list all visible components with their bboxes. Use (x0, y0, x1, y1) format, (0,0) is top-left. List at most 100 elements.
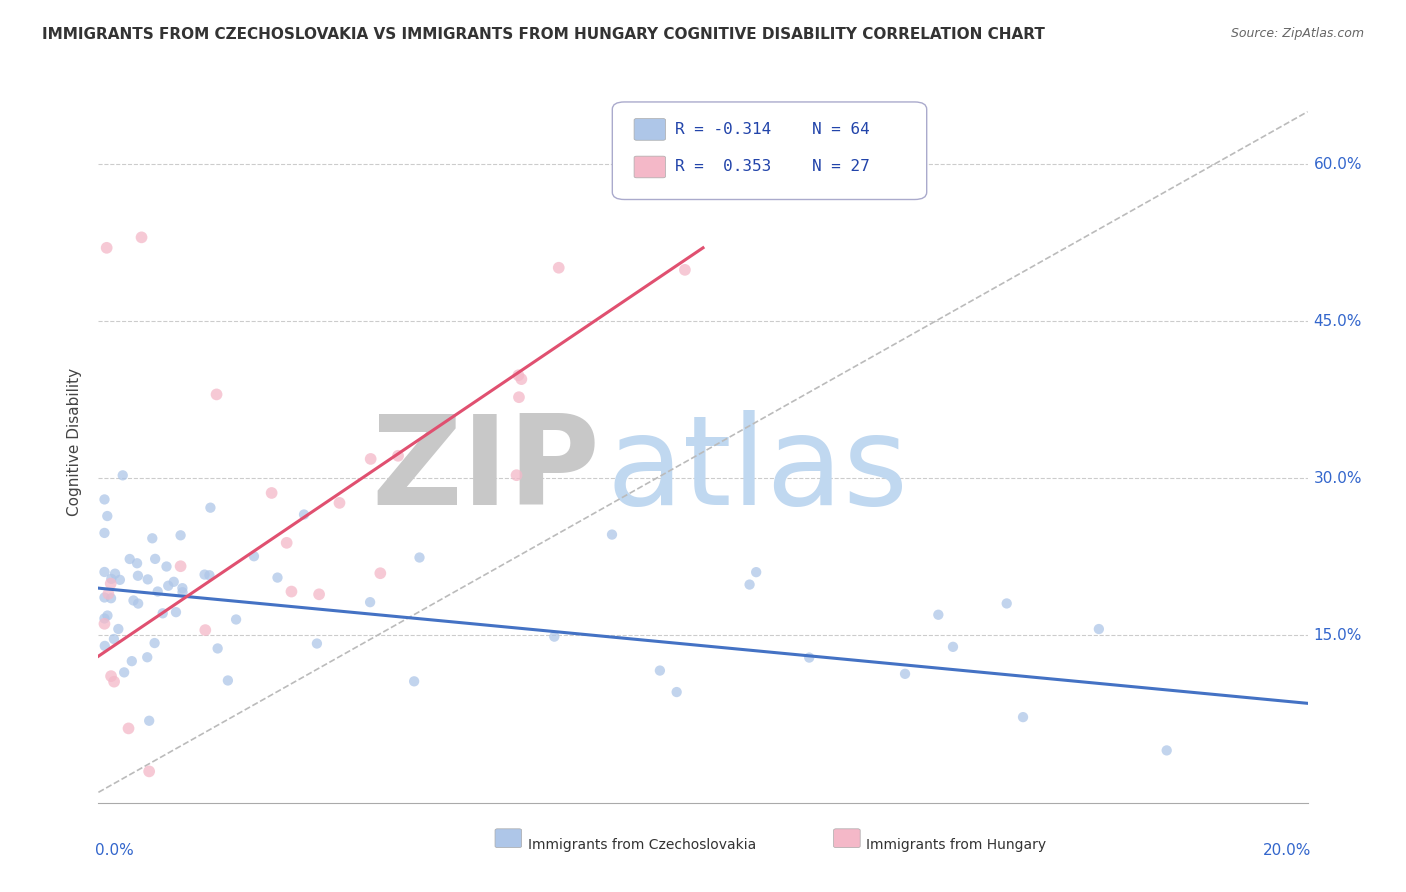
Text: 60.0%: 60.0% (1313, 157, 1362, 171)
Point (94, 639, 117, 653)
Point (125, 556, 148, 570)
Text: 0.0%: 0.0% (94, 843, 134, 857)
Point (276, 536, 298, 550)
Point (93, 591, 115, 605)
Text: N = 27: N = 27 (811, 160, 869, 175)
Point (155, 559, 177, 574)
Text: Immigrants from Czechoslovakia: Immigrants from Czechoslovakia (527, 838, 756, 852)
Point (172, 585, 194, 599)
Point (280, 584, 302, 599)
Point (143, 636, 166, 650)
Point (169, 559, 191, 574)
Point (217, 673, 239, 688)
Point (745, 565, 768, 579)
Point (104, 566, 127, 581)
Point (163, 574, 186, 589)
Point (404, 674, 426, 689)
Point (97, 587, 120, 601)
Point (136, 650, 159, 665)
Text: atlas: atlas (606, 410, 908, 531)
Point (508, 390, 530, 404)
Text: 45.0%: 45.0% (1313, 314, 1362, 328)
FancyBboxPatch shape (634, 156, 665, 178)
Point (138, 714, 160, 728)
Point (243, 549, 266, 564)
Text: 30.0%: 30.0% (1313, 471, 1362, 485)
Point (93, 492, 115, 507)
Point (1088, 622, 1111, 636)
Point (266, 571, 288, 585)
Point (308, 587, 330, 601)
Point (136, 573, 159, 587)
Point (93, 565, 115, 579)
Point (508, 368, 530, 383)
FancyBboxPatch shape (634, 119, 665, 140)
Point (198, 568, 221, 582)
Point (172, 581, 194, 595)
Point (127, 597, 149, 611)
Point (927, 607, 949, 622)
Point (93, 611, 115, 625)
Point (359, 595, 381, 609)
Point (738, 577, 761, 591)
Point (547, 260, 569, 275)
Point (673, 263, 696, 277)
Point (600, 527, 623, 541)
Point (96, 608, 118, 623)
Point (260, 486, 283, 500)
Point (157, 579, 180, 593)
Point (207, 641, 229, 656)
Point (408, 550, 430, 565)
Point (205, 387, 228, 401)
Point (141, 531, 163, 545)
FancyBboxPatch shape (613, 102, 927, 200)
Text: R =  0.353: R = 0.353 (675, 160, 772, 175)
Point (100, 591, 122, 606)
Point (194, 567, 217, 582)
Text: R = -0.314: R = -0.314 (675, 122, 772, 136)
Point (505, 468, 527, 483)
Text: 20.0%: 20.0% (1263, 843, 1312, 857)
Point (942, 640, 965, 654)
Point (152, 607, 174, 621)
Text: Immigrants from Hungary: Immigrants from Hungary (866, 838, 1046, 852)
Point (749, 183, 772, 197)
Text: 15.0%: 15.0% (1313, 628, 1362, 643)
Text: N = 64: N = 64 (811, 122, 869, 136)
Point (138, 764, 160, 779)
Point (111, 468, 134, 483)
Point (799, 650, 821, 665)
Point (143, 552, 166, 566)
Point (121, 654, 143, 668)
Point (146, 584, 169, 599)
Point (112, 665, 135, 680)
Point (93, 525, 115, 540)
Point (1012, 710, 1035, 724)
Point (93, 616, 115, 631)
Text: IMMIGRANTS FROM CZECHOSLOVAKIA VS IMMIGRANTS FROM HUNGARY COGNITIVE DISABILITY C: IMMIGRANTS FROM CZECHOSLOVAKIA VS IMMIGR… (42, 27, 1045, 42)
Point (117, 722, 139, 736)
Point (103, 632, 125, 646)
Point (387, 449, 409, 463)
Point (96, 241, 118, 255)
Point (108, 573, 131, 587)
Y-axis label: Cognitive Disability: Cognitive Disability (67, 368, 83, 516)
Point (360, 452, 382, 467)
Point (107, 622, 129, 636)
Point (543, 630, 565, 644)
Point (292, 508, 315, 522)
Point (648, 664, 671, 678)
Point (96, 509, 118, 524)
Point (368, 566, 391, 581)
Point (131, 230, 153, 244)
FancyBboxPatch shape (495, 829, 522, 847)
Point (328, 496, 350, 510)
Point (995, 597, 1018, 611)
Point (118, 552, 141, 566)
Point (225, 612, 247, 626)
Point (305, 636, 328, 650)
Point (665, 685, 688, 699)
Point (894, 666, 917, 681)
Point (1156, 743, 1178, 757)
Point (103, 674, 125, 689)
